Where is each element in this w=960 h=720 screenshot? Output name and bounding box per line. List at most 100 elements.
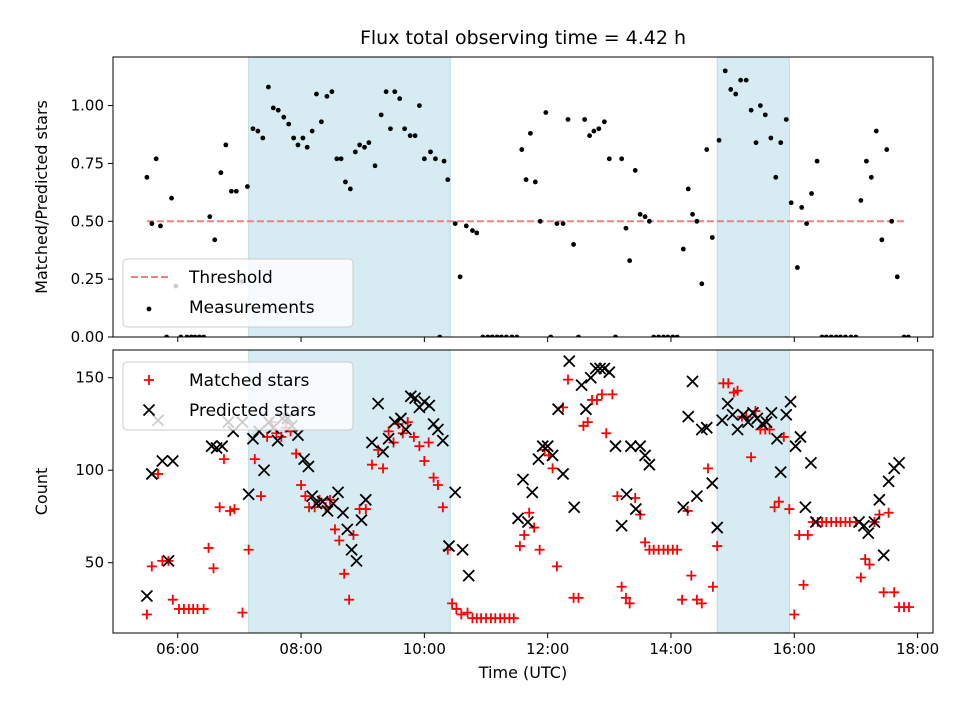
data-point [162,554,175,567]
data-point [612,491,623,502]
data-point [620,592,631,603]
data-point [223,142,229,148]
data-point [295,142,301,148]
data-point [632,167,638,173]
data-point [905,334,911,337]
data-point [218,170,224,176]
data-point [457,274,463,280]
data-point [516,473,530,486]
data-point [699,281,705,287]
data-point [449,486,462,499]
data-point [198,603,209,614]
data-point [670,334,676,337]
data-point [731,423,744,436]
data-point [421,156,427,162]
data-point [783,117,789,122]
x-tick-label: 10:00 [403,640,446,658]
data-point [624,440,638,453]
data-point [423,399,436,412]
data-point [722,68,728,74]
data-point [529,522,540,533]
data-point [534,544,545,555]
data-point [445,177,451,183]
data-point [408,431,419,442]
data-point [552,403,565,416]
data-point [388,126,393,132]
data-point [245,184,250,189]
data-point [809,515,822,529]
data-point [804,456,818,469]
data-point [237,607,248,618]
data-point [677,501,690,514]
data-point [509,334,515,337]
y-axis-label: Matched/Predicted stars [32,100,51,294]
legend-marker-dot [146,306,152,312]
legend: Threshold Measurements [122,258,354,328]
data-point [372,163,378,169]
data-point [721,397,734,410]
data-point [441,158,447,164]
legend-label: Predicted stars [189,401,316,421]
data-point [613,334,618,337]
data-point [451,603,462,614]
data-point [394,412,408,425]
data-point [704,147,710,152]
data-point [623,225,629,231]
data-point [462,569,475,582]
data-point [229,504,240,515]
data-point [680,246,686,252]
data-point [314,91,319,97]
data-point [382,432,395,445]
data-point [804,221,810,227]
data-point [366,140,372,146]
data-point [164,334,170,337]
data-point [291,428,305,442]
data-point [709,235,715,240]
data-point [858,198,864,203]
x-tick-label: 08:00 [279,640,322,658]
data-point [606,156,612,162]
data-point [903,602,914,613]
data-point [568,501,581,514]
data-point [532,452,545,466]
data-point [853,334,859,337]
data-point [584,371,597,384]
data-point [304,144,310,150]
data-point [436,434,449,447]
data-point [773,174,779,180]
data-point [883,507,894,518]
data-point [188,334,194,337]
data-point [212,237,218,243]
data-point [153,468,164,479]
data-point [591,128,597,134]
data-point [716,414,729,427]
data-point [286,121,292,127]
data-point [184,334,190,337]
data-point [249,454,260,465]
data-point [672,544,683,555]
data-point [877,549,890,562]
data-point [624,598,635,609]
data-point [690,211,695,217]
data-point [873,493,886,506]
x-tick-label: 18:00 [896,640,939,658]
data-point [462,607,473,618]
legend: Matched stars Predicted stars [122,361,354,431]
data-point [352,149,358,155]
data-point [762,112,768,118]
data-point [146,561,157,572]
data-point [270,105,276,111]
data-point [700,421,713,434]
data-point [780,408,793,421]
data-point [350,554,363,567]
data-point [233,188,239,194]
legend-label: Matched stars [189,371,309,391]
data-point [541,440,554,453]
data-point [452,221,458,227]
data-point [297,452,311,466]
data-point [141,609,152,620]
data-point [255,491,266,502]
data-point [690,489,704,503]
data-point [192,334,198,337]
